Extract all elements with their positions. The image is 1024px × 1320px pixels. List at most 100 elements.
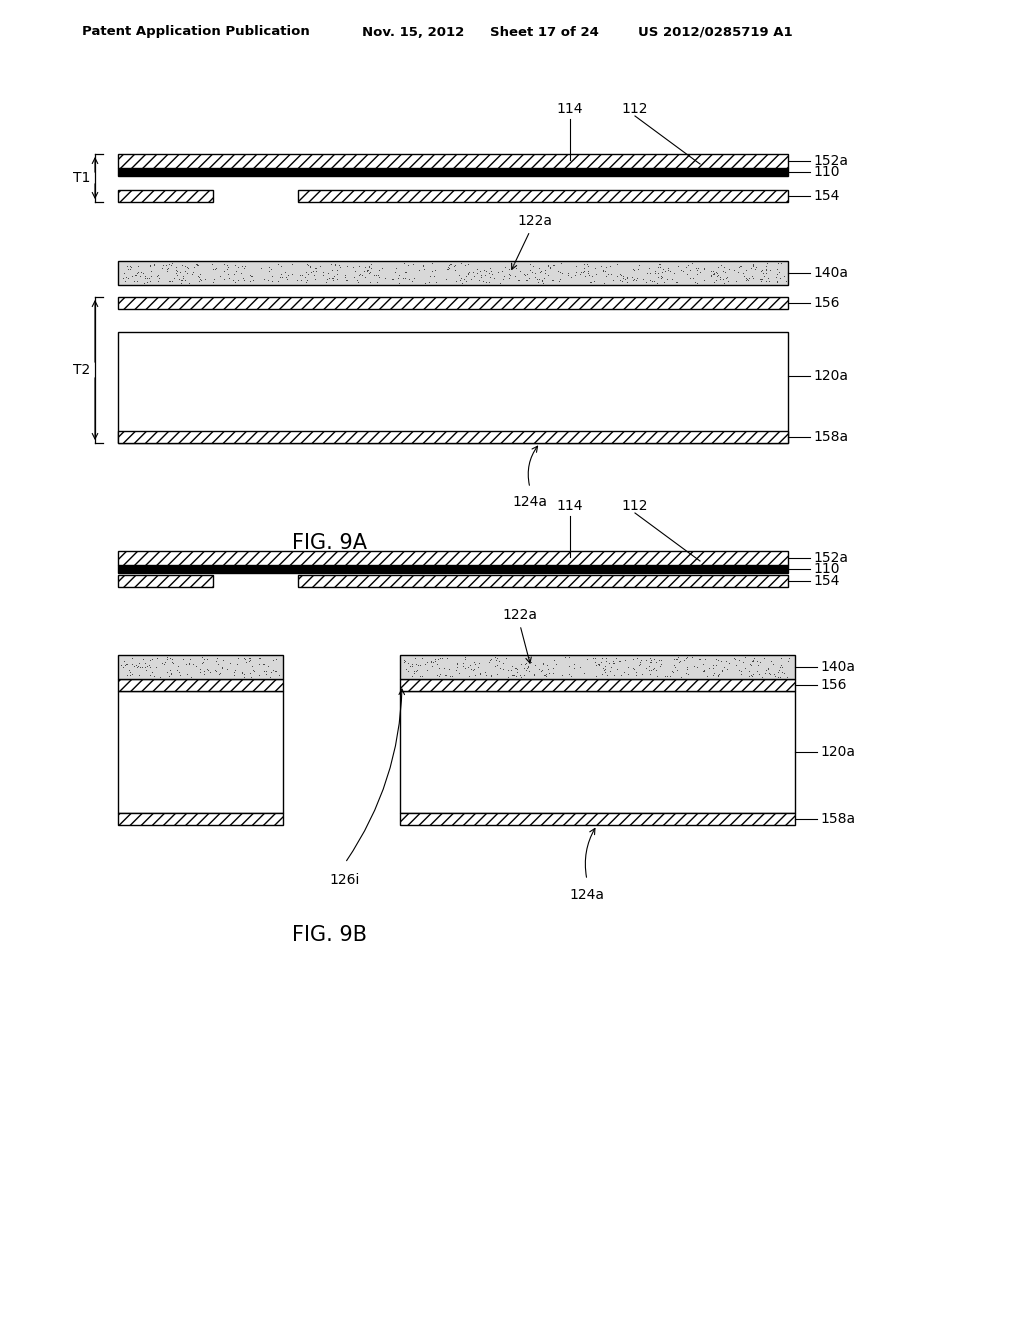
Point — [161, 271, 177, 292]
Point — [625, 657, 641, 678]
Point — [719, 659, 735, 680]
Point — [506, 664, 522, 685]
Point — [667, 656, 683, 677]
Point — [758, 660, 774, 681]
Point — [119, 653, 135, 675]
Point — [467, 664, 483, 685]
Point — [236, 667, 252, 688]
Point — [537, 260, 553, 281]
Point — [675, 260, 691, 281]
Point — [779, 651, 796, 672]
Point — [717, 261, 733, 282]
Point — [583, 272, 599, 293]
Point — [495, 268, 511, 289]
Point — [721, 652, 737, 673]
Point — [673, 651, 689, 672]
Point — [226, 659, 243, 680]
Point — [139, 267, 156, 288]
Point — [760, 659, 776, 680]
Point — [596, 659, 612, 680]
Point — [618, 272, 635, 293]
Point — [754, 269, 770, 290]
Point — [532, 261, 549, 282]
Point — [256, 660, 272, 681]
Point — [527, 267, 544, 288]
Point — [178, 653, 195, 675]
Point — [135, 263, 152, 284]
Text: 152a: 152a — [813, 154, 848, 168]
Point — [122, 661, 138, 682]
Point — [755, 263, 771, 284]
Point — [238, 256, 254, 277]
Point — [541, 663, 557, 684]
Point — [166, 267, 182, 288]
Point — [669, 648, 685, 669]
Point — [230, 256, 247, 277]
Point — [422, 265, 438, 286]
Point — [190, 253, 207, 275]
Point — [161, 253, 177, 275]
Point — [243, 265, 259, 286]
Point — [521, 660, 538, 681]
Point — [263, 661, 280, 682]
Point — [256, 653, 272, 675]
Point — [715, 261, 731, 282]
Point — [186, 256, 203, 277]
Point — [151, 268, 167, 289]
Point — [546, 649, 562, 671]
Text: 158a: 158a — [820, 812, 855, 826]
Point — [738, 268, 755, 289]
Point — [117, 271, 133, 292]
Point — [369, 272, 385, 293]
Point — [689, 264, 706, 285]
Text: 140a: 140a — [820, 660, 855, 675]
Point — [601, 653, 617, 675]
Point — [595, 260, 611, 281]
Point — [508, 665, 524, 686]
Point — [136, 272, 153, 293]
Text: 154: 154 — [813, 189, 840, 203]
Point — [224, 269, 241, 290]
Point — [647, 261, 664, 282]
Point — [696, 259, 713, 280]
Point — [572, 261, 589, 282]
Point — [737, 647, 754, 668]
Point — [748, 257, 764, 279]
Point — [711, 265, 727, 286]
Point — [595, 259, 611, 280]
Point — [691, 648, 708, 669]
Point — [482, 648, 499, 669]
Point — [339, 256, 355, 277]
Point — [228, 260, 245, 281]
Point — [260, 655, 276, 676]
Point — [460, 263, 476, 284]
Point — [403, 655, 420, 676]
Point — [611, 651, 628, 672]
Point — [466, 265, 482, 286]
Point — [134, 656, 151, 677]
Point — [771, 261, 787, 282]
Point — [594, 648, 610, 669]
Point — [446, 255, 463, 276]
Point — [500, 667, 516, 688]
Point — [718, 651, 734, 672]
Point — [200, 648, 216, 669]
Point — [710, 665, 726, 686]
Point — [443, 665, 460, 686]
Point — [532, 261, 549, 282]
Point — [446, 260, 463, 281]
Point — [253, 257, 269, 279]
Point — [703, 264, 720, 285]
Point — [649, 267, 666, 288]
Point — [771, 660, 787, 681]
Point — [327, 255, 343, 276]
Point — [683, 252, 699, 273]
Point — [541, 659, 557, 680]
Point — [180, 653, 197, 675]
Point — [115, 268, 131, 289]
Point — [322, 267, 338, 288]
Point — [587, 257, 603, 279]
Point — [706, 263, 722, 284]
Point — [680, 664, 696, 685]
Point — [175, 267, 191, 288]
